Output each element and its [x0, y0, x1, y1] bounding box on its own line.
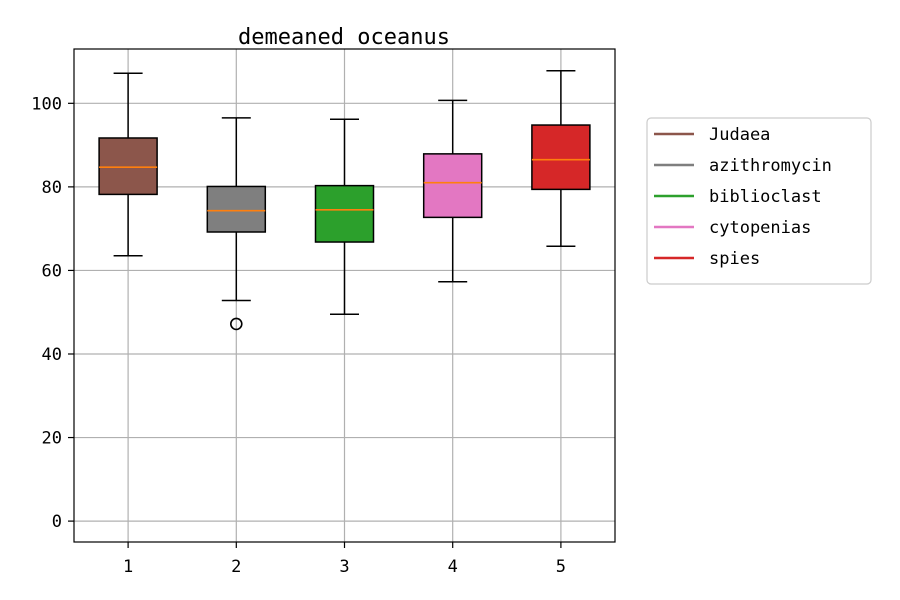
y-tick-label: 100 — [31, 94, 62, 114]
box-biblioclast — [314, 118, 375, 316]
box-iqr — [314, 184, 375, 243]
legend-label: cytopenias — [709, 218, 811, 238]
legend-label: azithromycin — [709, 156, 832, 176]
x-tick-label: 2 — [231, 557, 241, 577]
box-series — [98, 69, 591, 331]
box-iqr — [531, 124, 591, 191]
box-iqr — [206, 185, 267, 233]
box-Judaea — [98, 72, 158, 257]
x-tick-label: 5 — [556, 557, 566, 577]
chart-title: demeaned oceanus — [238, 25, 450, 50]
y-tick-label: 20 — [42, 429, 62, 449]
y-tick-label: 60 — [42, 261, 62, 281]
outlier-point — [230, 317, 243, 331]
x-tick-label: 3 — [339, 557, 349, 577]
box-cytopenias — [422, 99, 483, 283]
box-azithromycin — [206, 117, 267, 331]
legend-label: biblioclast — [709, 187, 822, 207]
x-axis: 1 2 3 4 5 — [123, 542, 566, 577]
box-spies — [531, 69, 591, 247]
legend: Judaea azithromycin biblioclast cytopenias s… — [646, 117, 872, 285]
y-tick-label: 80 — [42, 178, 62, 198]
y-tick-label: 0 — [52, 512, 62, 532]
legend-label: spies — [709, 249, 760, 269]
x-tick-label: 1 — [123, 557, 133, 577]
box-iqr — [422, 153, 483, 219]
x-tick-label: 4 — [448, 557, 458, 577]
legend-frame — [646, 117, 872, 285]
legend-label: Judaea — [709, 125, 770, 145]
y-tick-label: 40 — [42, 345, 62, 365]
y-axis: 0 20 40 60 80 100 — [31, 94, 74, 532]
box-iqr — [98, 137, 158, 196]
